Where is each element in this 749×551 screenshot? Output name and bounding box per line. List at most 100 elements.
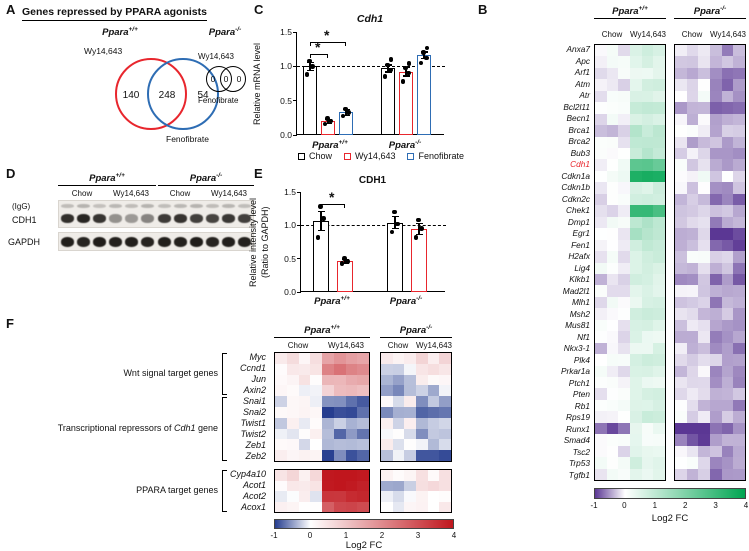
heatmap-cell <box>733 365 745 377</box>
heatmap-cell <box>733 216 745 229</box>
heatmap-cell <box>333 407 346 418</box>
heatmap-cell <box>710 136 722 149</box>
heatmap-cell <box>641 445 654 458</box>
significance-line <box>321 204 345 205</box>
heatmap-cell <box>392 470 405 481</box>
colorbar-tick: 4 <box>451 531 457 540</box>
heatmap-cell <box>381 396 393 407</box>
blot-band <box>141 237 155 247</box>
heatmap-cell <box>275 353 287 364</box>
heatmap-cell <box>686 45 699 57</box>
gene-label: H2afx <box>568 251 590 261</box>
data-point <box>403 65 408 70</box>
heatmap-cell <box>710 411 722 423</box>
colorbar-tick: -1 <box>590 501 598 510</box>
heatmap-cell <box>618 159 630 171</box>
venn-ko-count-overlap: 0 <box>223 74 229 84</box>
significance-star: * <box>315 39 321 55</box>
panel-e-group-ko: Ppara-/- <box>376 295 436 307</box>
group-bracket-repressors <box>222 397 227 461</box>
heatmap-cell <box>606 170 619 183</box>
heatmap-cell <box>310 374 322 386</box>
heatmap-cell <box>630 136 642 149</box>
heatmap-cell <box>381 428 393 440</box>
heatmap-cell <box>630 102 642 114</box>
heatmap-cell <box>710 342 722 355</box>
heatmap-cell <box>595 468 607 480</box>
heatmap-cell <box>721 434 734 446</box>
heatmap-cell <box>275 374 287 386</box>
significance-tick <box>343 204 345 208</box>
data-point <box>325 116 330 121</box>
heatmap-cell <box>710 399 722 412</box>
blot-band <box>206 214 220 223</box>
heatmap-cell <box>710 148 722 160</box>
genotype-base: Ppara <box>304 325 331 337</box>
gene-label: Cdkn1b <box>561 182 590 192</box>
gene-label: Ptch1 <box>568 377 590 388</box>
heatmap-cell <box>721 205 734 217</box>
heatmap-cell <box>333 363 346 375</box>
heatmap-cell <box>641 216 654 229</box>
heatmap-cell <box>653 308 665 320</box>
heatmap-cell <box>710 422 722 435</box>
heatmap-cell <box>686 399 699 412</box>
heatmap-cell <box>345 450 358 461</box>
heatmap-cell <box>298 396 311 407</box>
gene-label: Cdh1 <box>570 159 590 169</box>
panel-d-label: D <box>6 166 16 181</box>
heatmap-cell <box>439 470 451 481</box>
heatmap-cell <box>427 428 440 440</box>
heatmap-cell <box>675 45 687 57</box>
genotype-base: Ppara <box>389 296 417 308</box>
gene-label: Plk4 <box>573 354 590 365</box>
heatmap-cell <box>630 45 642 57</box>
colorbar-tick: -1 <box>270 531 278 540</box>
heatmap-cell <box>392 450 405 461</box>
legend-label-feno: Fenofibrate <box>418 151 464 161</box>
blot-strip-cdh1 <box>58 200 254 228</box>
reference-line <box>297 66 445 68</box>
heatmap-cell <box>698 399 710 412</box>
gene-label: Twist2 <box>240 429 266 439</box>
heatmap-cell <box>686 205 699 217</box>
heatmap-cell <box>439 501 451 512</box>
blot-band <box>206 237 220 247</box>
heatmap-cell <box>630 67 642 80</box>
heatmap-cell <box>618 434 630 446</box>
error-cap <box>306 69 314 72</box>
heatmap-cell <box>606 239 619 252</box>
group-label-ppara-targets: PPARA target genes <box>136 485 218 495</box>
gene-label: Apc <box>575 55 590 66</box>
heatmap-cell <box>653 399 665 412</box>
heatmap-cell <box>686 342 699 355</box>
venn-circle-fenofibrate <box>147 58 219 130</box>
blot-band <box>206 204 220 208</box>
panel-b-colorbar-ticks: -1 0 1 2 3 4 <box>590 501 748 511</box>
heatmap-cell <box>641 239 654 252</box>
gene-label: Bub3 <box>570 147 590 158</box>
gene-label: Tsc2 <box>572 446 590 457</box>
heatmap-cell <box>333 385 346 397</box>
heatmap-cell <box>333 501 346 512</box>
heatmap-cell <box>618 56 630 68</box>
bar <box>313 220 329 292</box>
heatmap-cell <box>439 385 451 397</box>
panel-d-igg-label: (IgG) <box>12 202 31 211</box>
heatmap-cell <box>686 56 699 68</box>
data-point <box>318 204 323 209</box>
heatmap-cell <box>322 428 334 440</box>
heatmap-cell <box>439 480 451 491</box>
colorbar-tick: 2 <box>379 531 385 540</box>
heatmap-cell <box>298 480 311 491</box>
gene-label: Nkx3-1 <box>563 343 590 353</box>
data-point <box>389 57 394 62</box>
panel-a-title: Genes repressed by PPARA agonists <box>22 6 207 21</box>
panel-b-wt-header: Ppara+/+ <box>594 5 666 20</box>
panel-e-group-wt: Ppara+/+ <box>302 295 362 307</box>
gene-label: Trp53 <box>568 458 590 468</box>
heatmap-cell <box>698 90 710 103</box>
heatmap-cell <box>721 354 734 366</box>
gene-label: Mlh1 <box>572 297 590 307</box>
heatmap-cell <box>618 216 630 229</box>
